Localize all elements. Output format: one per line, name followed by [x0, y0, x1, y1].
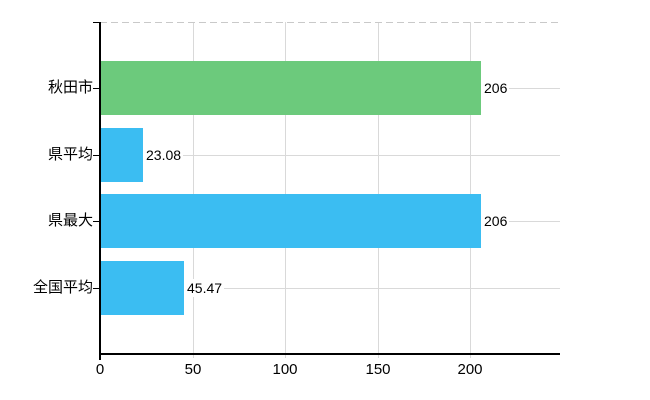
bar-0 [100, 61, 481, 115]
x-tick-label-4: 200 [457, 361, 483, 378]
x-tick-label-1: 50 [184, 361, 202, 378]
x-axis-line [99, 353, 560, 355]
bar-1 [100, 128, 143, 182]
x-tick-label-3: 150 [365, 361, 391, 378]
bar-2 [100, 194, 481, 248]
y-axis-line [99, 22, 101, 360]
category-label-1: 県平均 [47, 146, 93, 163]
x-tick-label-0: 0 [95, 361, 105, 378]
category-label-2: 県最大 [47, 212, 93, 229]
y-axis-top-tick [93, 22, 100, 23]
v-gridline-1 [193, 22, 194, 358]
y-tick-2 [93, 221, 100, 222]
h-gridline-1 [100, 155, 560, 156]
h-gridline-3 [100, 288, 560, 289]
value-label-3: 45.47 [184, 279, 225, 297]
v-gridline-4 [470, 22, 471, 358]
v-gridline-3 [378, 22, 379, 358]
y-tick-0 [93, 88, 100, 89]
category-label-0: 秋田市 [47, 79, 93, 96]
bar-3 [100, 261, 184, 315]
x-tick-label-2: 100 [272, 361, 298, 378]
top-boundary-dashed-line [100, 22, 560, 23]
value-label-2: 206 [481, 212, 510, 230]
v-gridline-2 [285, 22, 286, 358]
y-tick-1 [93, 155, 100, 156]
value-label-1: 23.08 [143, 146, 184, 164]
y-tick-3 [93, 288, 100, 289]
category-label-3: 全国平均 [32, 279, 93, 296]
value-label-0: 206 [481, 79, 510, 97]
